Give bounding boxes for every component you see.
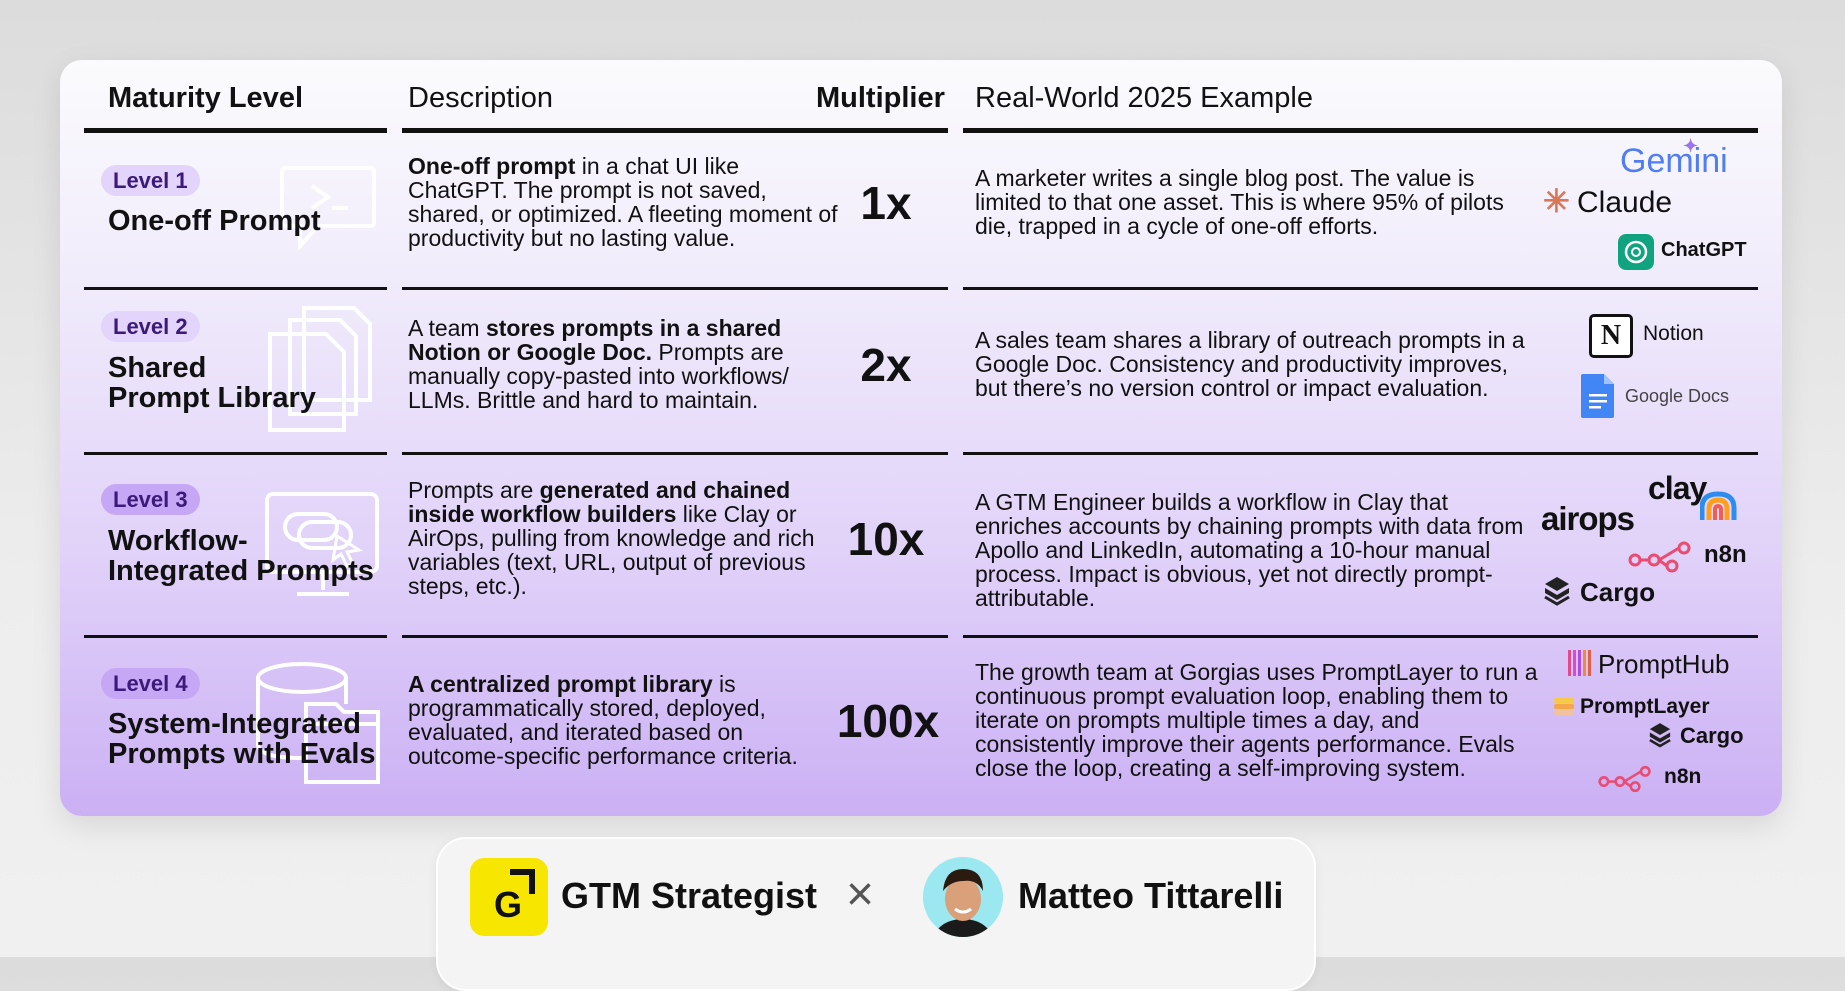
level-badge: Level 2 [101, 311, 200, 342]
notion-logo: Notion [1643, 322, 1704, 345]
gemini-sparkle-icon: ✦ [1683, 136, 1699, 156]
example-text: A GTM Engineer builds a workflow in Clay… [975, 489, 1524, 611]
collab-x-icon: × [846, 868, 875, 921]
gtm-strategist-logo: G [470, 858, 548, 936]
description-bold: One-off prompt [408, 153, 576, 179]
multiplier-value: 10x [847, 513, 925, 565]
example-text: The growth team at Gorgias uses PromptLa… [975, 659, 1538, 781]
row-rule [963, 635, 1758, 638]
header-rule-col3 [963, 128, 1758, 133]
header-example: Real-World 2025 Example [975, 82, 1313, 114]
notion-icon: N [1589, 314, 1633, 358]
author-avatar [923, 857, 1003, 937]
level-title: Shared Prompt Library [108, 353, 316, 413]
description-bold: A centralized prompt library [408, 671, 713, 697]
level-badge: Level 3 [101, 484, 200, 515]
cargo-logo: Cargo [1580, 577, 1656, 607]
description-text: A team [408, 315, 486, 341]
row-rule [402, 452, 948, 455]
claude-star-icon: ✳ [1543, 183, 1570, 219]
n8n-icon [1628, 541, 1691, 573]
description-text: is programmatically stored, deployed, ev… [408, 671, 798, 769]
level-title: Workflow- Integrated Prompts [108, 526, 374, 586]
promptlayer-icon [1554, 698, 1574, 715]
level-description: One-off prompt in a chat UI like ChatGPT… [408, 154, 838, 250]
header-description: Description [408, 82, 554, 114]
example-text: A marketer writes a single blog post. Th… [975, 165, 1504, 239]
database-folder-icon [256, 662, 380, 784]
cargo-logo: Cargo [1680, 723, 1744, 748]
description-text: Prompts are [408, 477, 540, 503]
row-rule [402, 635, 948, 638]
author-name: Matteo Tittarelli [1018, 875, 1284, 916]
header-multiplier: Multiplier [816, 82, 945, 114]
header-rule-col2 [402, 128, 948, 133]
description-bold: generated and chained inside workflow bu… [408, 477, 791, 527]
cargo-icon [1649, 723, 1671, 748]
multiplier-value: 100x [836, 695, 940, 747]
prompthub-icon [1568, 650, 1591, 676]
level-badge: Level 1 [101, 165, 200, 196]
description-text: like Clay or AirOps, pulling from knowle… [408, 501, 815, 599]
google-docs-logo: Google Docs [1625, 386, 1730, 406]
brand-name: GTM Strategist [561, 875, 818, 916]
clay-arch-icon [1700, 491, 1737, 520]
chatgpt-icon [1618, 234, 1654, 270]
row-rule [402, 287, 948, 290]
header-rule-col1 [84, 128, 387, 133]
description-text: Prompts are manually copy-pasted into wo… [408, 339, 789, 413]
level-title-line: Integrated Prompts [108, 555, 374, 587]
gemini-logo: Gemini [1620, 142, 1728, 180]
promptlayer-logo: PromptLayer [1580, 695, 1710, 718]
multiplier-value: 2x [860, 339, 912, 391]
cargo-icon [1544, 577, 1570, 606]
description-bold: stores prompts in a shared Notion or Goo… [408, 315, 782, 365]
n8n-logo: n8n [1664, 765, 1702, 788]
chatgpt-logo: ChatGPT [1661, 239, 1747, 261]
level-badge: Level 4 [101, 668, 200, 699]
level-description: A centralized prompt library is programm… [408, 672, 838, 768]
level-title-line: Prompts with Evals [108, 738, 376, 770]
google-docs-icon [1581, 374, 1614, 418]
description-text: in a chat UI like ChatGPT. The prompt is… [408, 153, 838, 251]
multiplier-value: 1x [860, 177, 912, 229]
example-text: A sales team shares a library of outreac… [975, 327, 1525, 401]
row-rule [84, 287, 387, 290]
row-rule [963, 287, 1758, 290]
level-title-line: Shared [108, 352, 207, 384]
level-description: A team stores prompts in a shared Notion… [408, 316, 838, 412]
stacked-documents-icon [268, 306, 372, 432]
n8n-icon [1598, 765, 1651, 793]
level-title-line: One-off Prompt [108, 205, 321, 237]
row-rule [84, 635, 387, 638]
airops-logo: airops [1541, 500, 1635, 537]
monitor-cursor-icon [265, 492, 379, 596]
level-title: System-Integrated Prompts with Evals [108, 709, 376, 769]
prompthub-logo: PromptHub [1598, 649, 1730, 679]
level-title-line: System-Integrated [108, 708, 362, 740]
row-rule [84, 452, 387, 455]
n8n-logo: n8n [1704, 541, 1747, 568]
row-rule [963, 452, 1758, 455]
level-title-line: Prompt Library [108, 382, 316, 414]
header-maturity-level: Maturity Level [108, 82, 303, 114]
level-description: Prompts are generated and chained inside… [408, 478, 838, 598]
claude-logo: Claude [1577, 186, 1673, 219]
clay-logo: clay [1648, 470, 1707, 506]
level-title: One-off Prompt [108, 206, 321, 236]
chat-bubble-icon [280, 166, 376, 252]
level-title-line: Workflow- [108, 525, 248, 557]
gtm-logo-letter: G [494, 884, 523, 925]
